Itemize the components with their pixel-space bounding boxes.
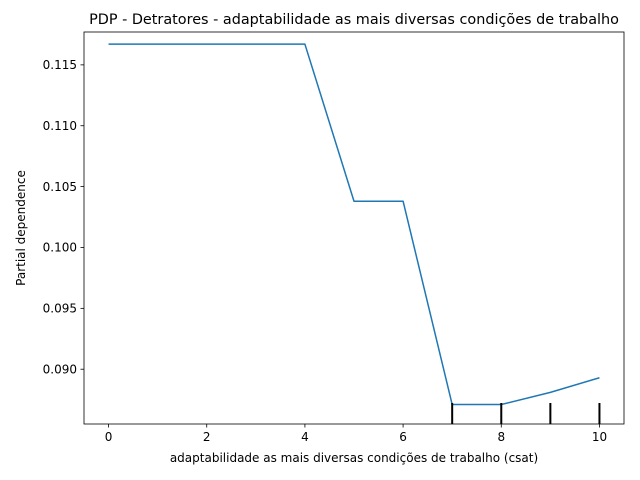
chart-title: PDP - Detratores - adaptabilidade as mai…	[89, 12, 619, 28]
x-tick-label: 2	[203, 430, 211, 444]
y-tick-label: 0.090	[43, 362, 77, 376]
axes-frame	[83, 31, 625, 425]
y-axis-label: Partial dependence	[14, 170, 28, 286]
y-axis: 0.090 0.095 0.100 0.105 0.110 0.115	[43, 58, 84, 376]
x-tick-label: 6	[399, 430, 407, 444]
series-line	[108, 43, 600, 406]
x-tick-label: 10	[592, 430, 607, 444]
x-tick-label: 8	[497, 430, 505, 444]
plot-area	[83, 31, 625, 425]
x-tick-label: 4	[301, 430, 309, 444]
y-tick-label: 0.110	[43, 119, 77, 133]
x-axis: 0 2 4 6 8 10	[105, 424, 607, 444]
x-tick-label: 0	[105, 430, 113, 444]
y-tick-label: 0.100	[43, 241, 77, 255]
x-axis-label: adaptabilidade as mais diversas condiçõe…	[170, 451, 538, 465]
y-tick-label: 0.115	[43, 58, 77, 72]
y-tick-label: 0.095	[43, 302, 77, 316]
y-tick-label: 0.105	[43, 180, 77, 194]
